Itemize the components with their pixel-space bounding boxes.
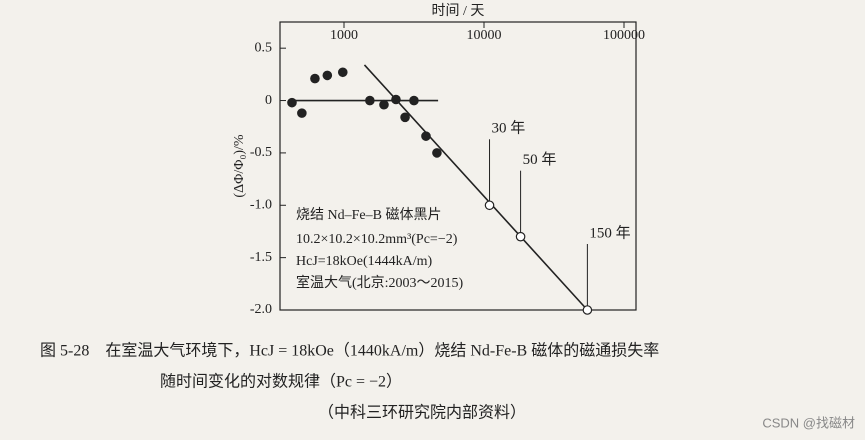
x-axis-label: 时间 / 天 <box>432 3 485 19</box>
data-point <box>409 95 419 106</box>
data-point <box>421 131 431 141</box>
data-point <box>515 231 526 242</box>
x-tick-label: 1000 <box>330 28 358 43</box>
y-axis-label: (ΔΦ/Φ₀)/% <box>232 134 247 197</box>
data-point <box>365 95 375 106</box>
y-tick-label: 0.5 <box>255 40 273 55</box>
x-tick-label: 10000 <box>467 28 502 43</box>
data-point <box>432 148 442 158</box>
data-point <box>379 99 389 110</box>
data-point <box>391 94 401 105</box>
y-tick-label: 0 <box>265 93 272 108</box>
fit-line <box>363 64 588 311</box>
caption: 图 5-28 在室温大气环境下，HcJ = 18kOe（1440kA/m）烧结 … <box>40 341 659 360</box>
caption: （中科三环研究院内部资料） <box>318 404 526 422</box>
legend-text: 10.2×10.2×10.2mm³(Pc=−2) <box>296 232 458 247</box>
x-tick-label: 100000 <box>603 28 645 43</box>
data-point <box>297 108 307 118</box>
caption: 随时间变化的对数规律（Pc = −2） <box>160 373 402 391</box>
data-point <box>287 97 297 108</box>
legend-text: HcJ=18kOe(1444kA/m) <box>296 254 433 269</box>
data-point <box>484 200 495 211</box>
data-point <box>322 70 333 81</box>
data-point <box>337 67 348 78</box>
y-tick-label: -2.0 <box>250 302 272 317</box>
point-label: 50 年 <box>523 151 557 168</box>
data-point <box>310 73 320 84</box>
legend-text: 室温大气(北京:2003～2015) <box>296 274 464 291</box>
data-point <box>582 305 593 315</box>
y-tick-label: -1.5 <box>250 250 272 265</box>
legend-text: 烧结 Nd–Fe–B 磁体黑片 <box>296 207 441 223</box>
data-point <box>400 112 410 123</box>
watermark: CSDN @找磁材 <box>762 415 855 430</box>
y-tick-label: -1.0 <box>250 197 272 212</box>
y-tick-label: -0.5 <box>250 145 272 160</box>
point-label: 150 年 <box>589 224 630 241</box>
point-label: 30 年 <box>492 120 526 137</box>
plot-frame <box>279 21 637 311</box>
